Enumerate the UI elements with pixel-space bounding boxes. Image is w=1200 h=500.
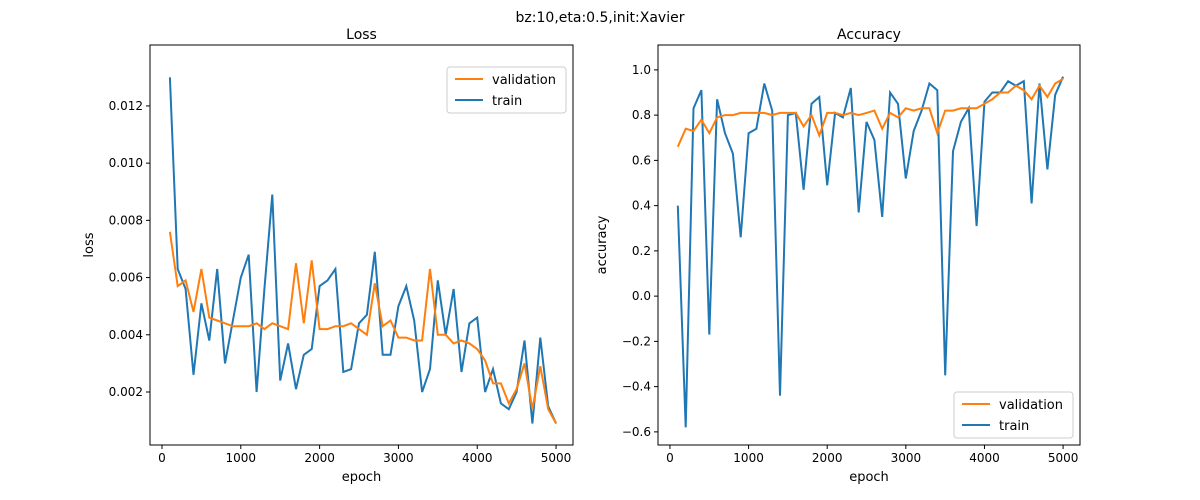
chart-loss: Loss 0 1000 2000 3000 4000 5000 0.002 0.004 0.006…	[82, 27, 574, 485]
x-tick-label: 4000	[462, 451, 493, 465]
y-tick-label: 0.4	[632, 199, 651, 213]
y-tick-label: 0.012	[109, 99, 143, 113]
y-axis-label: accuracy	[595, 215, 610, 274]
y-tick-label: −0.2	[622, 334, 651, 348]
series-line-train	[168, 77, 558, 424]
suptitle: bz:10,eta:0.5,init:Xavier	[516, 10, 685, 26]
y-tick-label: 0.004	[109, 328, 143, 342]
y-tick-label: 0.0	[632, 289, 651, 303]
x-tick-label: 1000	[733, 451, 764, 465]
y-tick-label: 0.006	[109, 271, 143, 285]
y-tick-label: 1.0	[632, 63, 651, 77]
y-tick-label: 0.2	[632, 244, 651, 258]
legend-label-validation: validation	[492, 73, 556, 88]
axes-frame	[149, 44, 574, 446]
y-tick-label: 0.008	[109, 213, 143, 227]
legend: validation train	[953, 391, 1074, 439]
series-line-train	[676, 76, 1065, 428]
x-tick-label: 1000	[226, 451, 257, 465]
series-line-validation	[676, 78, 1064, 148]
y-tick-label: 0.002	[109, 385, 143, 399]
axes-frame	[657, 44, 1081, 446]
x-tick-label: 3000	[383, 451, 414, 465]
x-tick-label: 5000	[541, 451, 572, 465]
x-tick-label: 0	[666, 451, 674, 465]
x-tick-label: 2000	[304, 451, 335, 465]
x-tick-label: 2000	[812, 451, 843, 465]
chart-accuracy: Accuracy 0 1000 2000 3000 4000 5000 −0.6 −0.4 −0.…	[595, 27, 1081, 485]
y-tick-label: 0.010	[109, 156, 143, 170]
y-tick-label: 0.6	[632, 153, 651, 167]
chart-title: Accuracy	[837, 27, 901, 43]
chart-title: Loss	[346, 27, 377, 43]
x-tick-label: 0	[158, 451, 166, 465]
x-tick-label: 3000	[891, 451, 922, 465]
series-line-validation	[168, 231, 557, 424]
legend-label-train: train	[999, 419, 1029, 434]
x-tick-label: 4000	[969, 451, 1000, 465]
x-tick-label: 5000	[1048, 451, 1079, 465]
x-axis-label: epoch	[849, 470, 889, 485]
y-tick-label: 0.8	[632, 108, 651, 122]
legend-label-train: train	[492, 94, 522, 109]
y-axis-label: loss	[82, 232, 97, 257]
y-tick-label: −0.4	[622, 380, 651, 394]
legend-label-validation: validation	[999, 398, 1063, 413]
y-tick-label: −0.6	[622, 425, 651, 439]
legend: validation train	[446, 66, 567, 114]
x-axis-label: epoch	[342, 470, 382, 485]
